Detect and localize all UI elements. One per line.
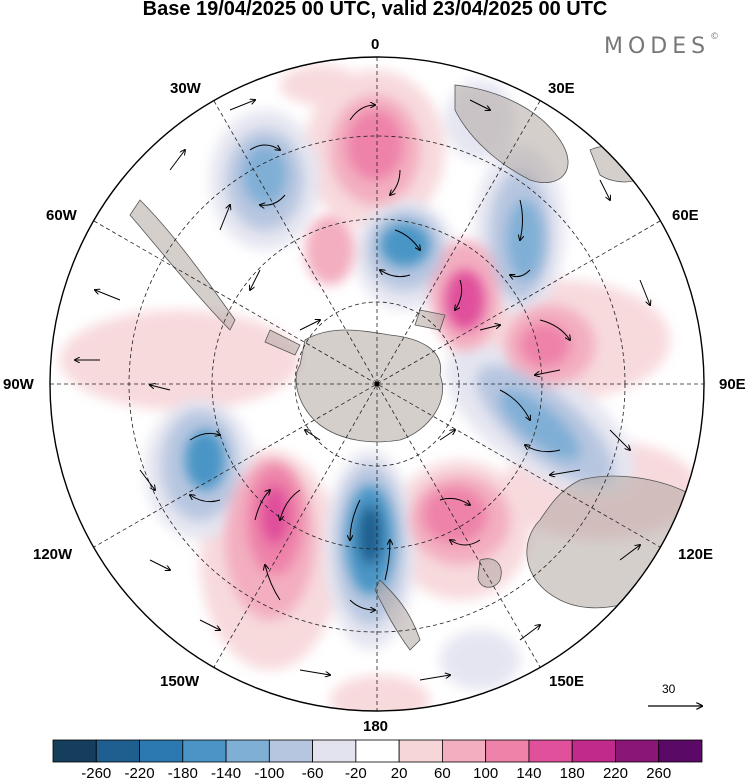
colorbar-tick-label: -100 xyxy=(254,765,285,782)
colorbar-swatch xyxy=(658,739,703,763)
colorbar-tick-label: -60 xyxy=(301,765,324,782)
modes-logo: MODES© xyxy=(604,32,720,59)
lon-label-60e: 60E xyxy=(672,207,699,224)
field-layer xyxy=(50,57,704,711)
reference-vector-label: 30 xyxy=(662,682,676,696)
lon-label-180: 180 xyxy=(363,718,389,735)
colorbar-swatch xyxy=(398,739,443,763)
colorbar-swatch xyxy=(268,739,314,763)
colorbar-swatch xyxy=(571,739,616,763)
colorbar-swatch xyxy=(182,739,227,763)
colorbar-swatch xyxy=(95,739,140,763)
colorbar-swatch xyxy=(528,739,573,763)
colorbar-tick-label: 100 xyxy=(473,765,499,782)
map-title: Base 19/04/2025 00 UTC, valid 23/04/2025… xyxy=(142,0,608,20)
lon-label-90w: 90W xyxy=(3,376,34,393)
colorbar-swatch xyxy=(615,739,660,763)
colorbar-swatch xyxy=(52,739,97,763)
colorbar-tick-label: 220 xyxy=(602,765,628,782)
lon-label-30e: 30E xyxy=(548,80,575,97)
lon-label-150w: 150W xyxy=(160,673,200,690)
colorbar-tick-label: 140 xyxy=(516,765,542,782)
graticule xyxy=(50,57,704,711)
lon-label-120w: 120W xyxy=(33,546,73,563)
colorbar-swatch xyxy=(355,739,400,763)
lon-label-60w: 60W xyxy=(46,207,77,224)
lon-label-0: 0 xyxy=(371,36,380,53)
lon-label-120e: 120E xyxy=(678,546,714,563)
colorbar-tick-label: 60 xyxy=(434,765,451,782)
lon-label-150e: 150E xyxy=(549,673,585,690)
lon-label-30w: 30W xyxy=(170,80,201,97)
colorbar-swatch xyxy=(225,739,270,763)
colorbar-tick-label: -260 xyxy=(81,765,112,782)
lon-label-90e: 90E xyxy=(719,376,746,393)
colorbar-swatch xyxy=(441,739,487,763)
wind-vectors xyxy=(75,100,650,681)
colorbar-tick-label: -220 xyxy=(124,765,155,782)
colorbar-tick-label: -20 xyxy=(345,765,367,782)
colorbar-tick-label: -180 xyxy=(167,765,198,782)
colorbar xyxy=(52,739,703,763)
colorbar-swatch xyxy=(139,739,184,763)
colorbar-tick-label: 260 xyxy=(646,765,672,782)
colorbar-tick-label: -140 xyxy=(211,765,242,782)
colorbar-swatch xyxy=(485,739,530,763)
colorbar-swatch xyxy=(312,739,357,763)
map-border xyxy=(49,56,705,712)
colorbar-tick-label: 180 xyxy=(559,765,585,782)
colorbar-tick-label: 20 xyxy=(390,765,408,782)
